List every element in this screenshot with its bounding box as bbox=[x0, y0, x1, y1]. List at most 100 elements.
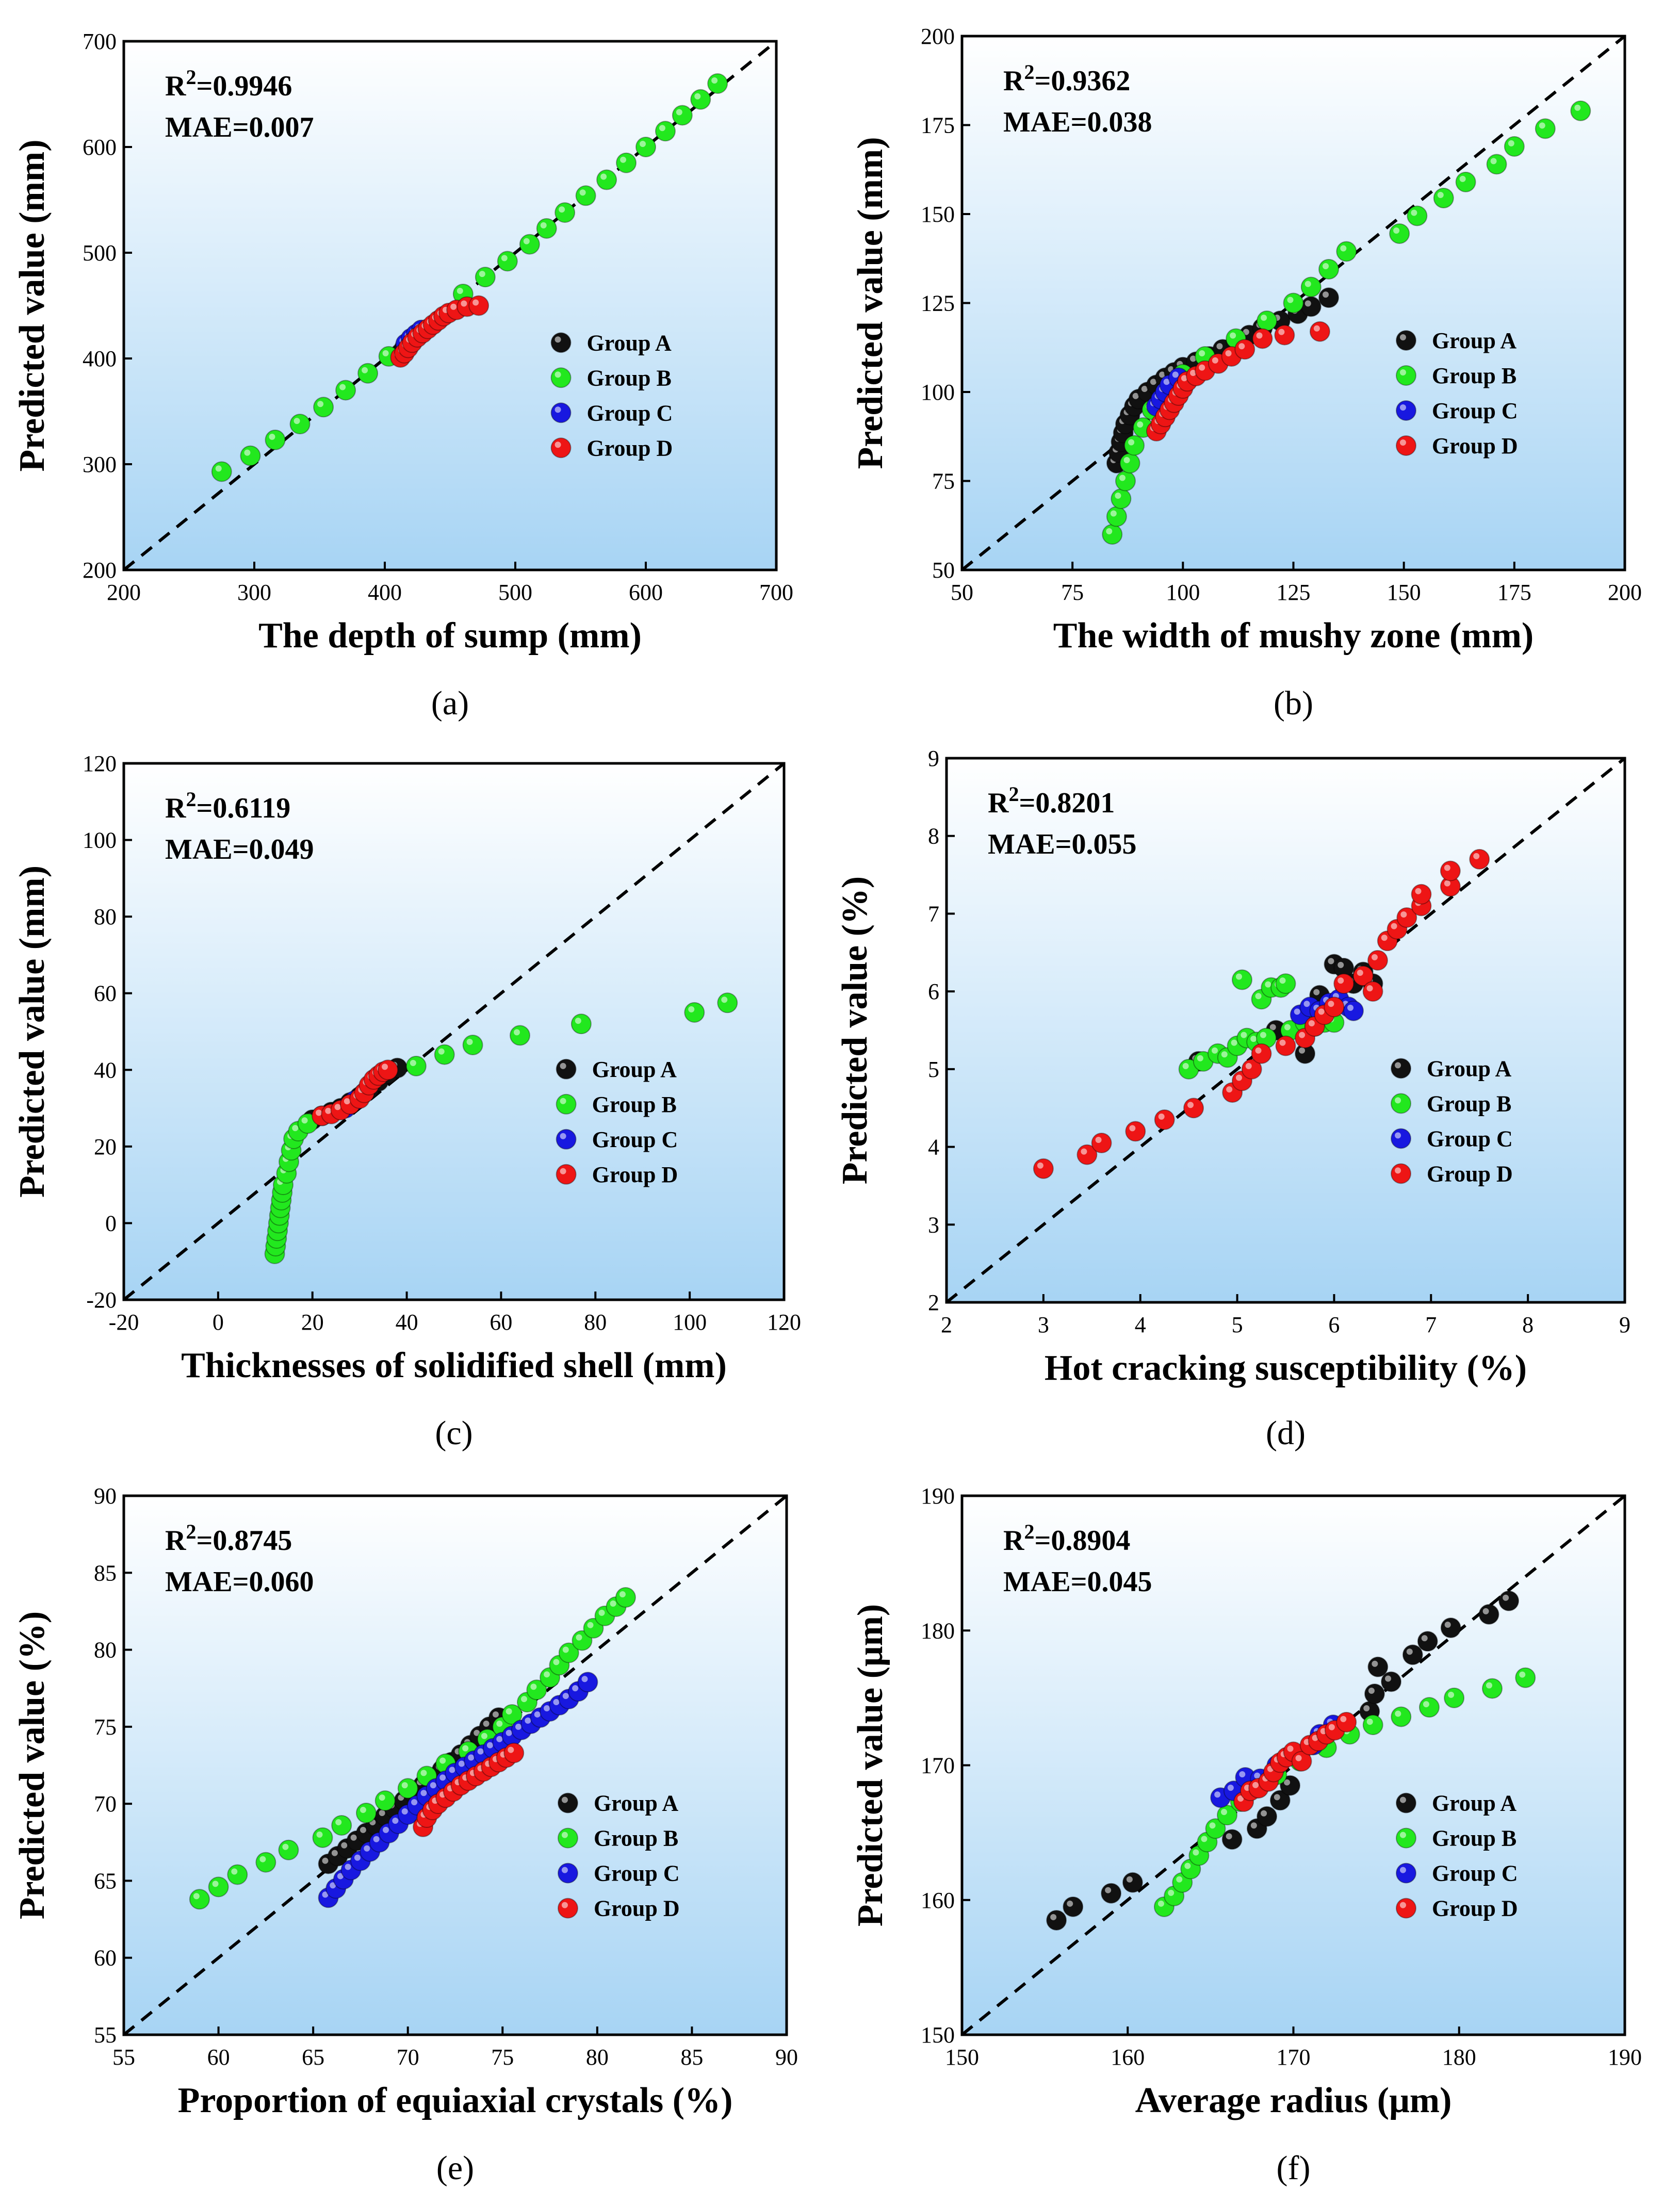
panel-e-legend-marker-group-d bbox=[557, 1898, 578, 1919]
panel-e-x-tick-label: 70 bbox=[397, 2045, 419, 2070]
panel-a-group-b-point bbox=[690, 89, 711, 110]
panel-d-group-c-point-highlight bbox=[1347, 1004, 1353, 1011]
panel-a-group-b-point-highlight bbox=[694, 93, 701, 100]
panel-d-group-d-point-highlight bbox=[1366, 985, 1373, 992]
panel-f-series-group-b bbox=[1153, 1667, 1536, 1917]
panel-b-legend-marker-highlight bbox=[1399, 334, 1406, 340]
panel-d-group-d-point bbox=[1033, 1158, 1054, 1179]
panel-b-group-a-point bbox=[1318, 287, 1340, 308]
panel-d-r2-text: R2=0.8201 bbox=[988, 782, 1115, 819]
panel-a-r2-prefix: R bbox=[165, 70, 186, 102]
panel-f-group-a-point bbox=[1402, 1644, 1423, 1665]
panel-e-group-c-point-highlight bbox=[544, 1705, 550, 1711]
panel-f-group-d-point-highlight bbox=[1328, 1724, 1335, 1730]
panel-f-group-a-point-highlight bbox=[1067, 1900, 1073, 1907]
panel-f-group-b-point-highlight bbox=[1209, 1822, 1216, 1829]
panel-e-group-b-point bbox=[208, 1876, 229, 1898]
panel-d-group-d-point-highlight bbox=[1400, 911, 1407, 918]
panel-d-x-tick-label: 2 bbox=[941, 1312, 952, 1337]
panel-a-y-tick-label: 300 bbox=[83, 452, 117, 477]
panel-e-x-tick-label: 65 bbox=[302, 2045, 324, 2070]
panel-d-group-d-point bbox=[1091, 1133, 1112, 1154]
panel-c-y-tick-label: 100 bbox=[83, 828, 117, 853]
panel-c-group-b-point bbox=[570, 1014, 592, 1035]
panel-c-y-tick-label: 20 bbox=[94, 1134, 117, 1159]
panel-c-y-tick-label: 40 bbox=[94, 1057, 117, 1083]
panel-a-group-b-point-highlight bbox=[711, 77, 718, 84]
panel-d-group-d-point-highlight bbox=[1129, 1125, 1136, 1132]
panel-a-group-b-point-highlight bbox=[317, 401, 324, 407]
panel-c-group-b-point-highlight bbox=[292, 1125, 299, 1132]
panel-b-group-d-point bbox=[1274, 324, 1295, 346]
panel-f-legend-marker-group-a bbox=[1395, 1792, 1416, 1813]
panel-b-r2-text: R2=0.9362 bbox=[1003, 60, 1130, 97]
panel-b-x-tick-label: 50 bbox=[951, 580, 973, 605]
panel-d-group-d-point bbox=[1324, 996, 1345, 1018]
panel-e-group-c-point-highlight bbox=[486, 1742, 493, 1749]
panel-d-y-axis-title: Predicted value (%) bbox=[835, 876, 875, 1184]
panel-c-legend-label-group-a: Group A bbox=[592, 1057, 677, 1082]
panel-e-group-c-point-highlight bbox=[553, 1699, 560, 1706]
panel-e-group-a-point-highlight bbox=[331, 1850, 338, 1856]
panel-e-legend-marker-group-c bbox=[557, 1862, 578, 1884]
panel-a-group-b-point-highlight bbox=[540, 222, 547, 228]
panel-d-group-a-point-highlight bbox=[1269, 1024, 1276, 1031]
panel-c-legend-label-group-c: Group C bbox=[592, 1127, 678, 1152]
panel-b-group-b-point bbox=[1283, 292, 1304, 314]
panel-b-group-b-point bbox=[1124, 435, 1145, 456]
panel-a-group-b-point bbox=[655, 121, 676, 142]
panel-c-x-tick-label: 20 bbox=[301, 1310, 324, 1335]
panel-b-group-b-point-highlight bbox=[1128, 439, 1135, 446]
panel-b-x-tick-label: 150 bbox=[1387, 580, 1421, 605]
panel-b-group-a-point-highlight bbox=[1159, 371, 1166, 378]
panel-d-group-b-point-highlight bbox=[1231, 1039, 1237, 1046]
panel-a-r2-value: =0.9946 bbox=[196, 70, 292, 102]
panel-f-y-tick-label: 180 bbox=[921, 1618, 955, 1643]
panel-e-group-c-point-highlight bbox=[581, 1676, 588, 1682]
panel-a-legend-marker-group-a bbox=[550, 332, 572, 353]
panel-e-legend-marker-group-b bbox=[557, 1827, 578, 1849]
panel-e-group-d-point-highlight bbox=[508, 1746, 514, 1753]
panel-d-group-c-point bbox=[1343, 1000, 1364, 1021]
panel-e-group-a-point-highlight bbox=[492, 1711, 499, 1718]
panel-f-group-c-point-highlight bbox=[1239, 1771, 1246, 1778]
panel-e-legend-marker-group-a bbox=[557, 1792, 578, 1813]
panel-e-group-c-point-highlight bbox=[477, 1748, 484, 1755]
panel-e-group-c-point-highlight bbox=[420, 1790, 427, 1796]
panel-e-group-b-point bbox=[255, 1852, 276, 1873]
panel-e-group-b-point bbox=[397, 1778, 418, 1799]
panel-f-group-b-point-highlight bbox=[1201, 1836, 1208, 1842]
panel-f-group-b-point bbox=[1391, 1706, 1412, 1727]
panel-d-group-d-point bbox=[1362, 981, 1383, 1002]
panel-a-group-b-point bbox=[635, 137, 656, 157]
panel-c-group-b-point bbox=[434, 1044, 455, 1065]
panel-b-group-d-point-highlight bbox=[1313, 325, 1320, 332]
panel-a-group-b-point-highlight bbox=[579, 189, 586, 196]
panel-d-group-d-point-highlight bbox=[1255, 1047, 1262, 1054]
panel-b-legend-label-group-a: Group A bbox=[1432, 328, 1516, 353]
panel-b-legend-marker-highlight bbox=[1399, 369, 1406, 375]
panel-f-legend-label-group-d: Group D bbox=[1432, 1896, 1518, 1921]
panel-d-group-d-point bbox=[1275, 1035, 1296, 1056]
panel-d-group-d-point-highlight bbox=[1444, 864, 1450, 871]
panel-b-group-d-point-highlight bbox=[1212, 357, 1218, 364]
panel-e-y-tick-label: 75 bbox=[94, 1714, 117, 1740]
panel-f-x-tick-label: 160 bbox=[1111, 2045, 1145, 2070]
panel-c-group-d-point-highlight bbox=[316, 1109, 322, 1116]
panel-f-group-b-point-highlight bbox=[1366, 1719, 1373, 1725]
panel-b-group-b-point-highlight bbox=[1459, 175, 1466, 182]
panel-d-y-tick-label: 5 bbox=[928, 1057, 939, 1082]
panel-e-y-tick-label: 70 bbox=[94, 1791, 117, 1817]
panel-d-x-tick-label: 3 bbox=[1038, 1312, 1049, 1337]
panel-f-group-d-point-highlight bbox=[1287, 1745, 1294, 1752]
panel-d-group-d-point-highlight bbox=[1279, 1039, 1286, 1046]
panel-d-group-b-point-highlight bbox=[1260, 1032, 1266, 1038]
panel-f-group-a-point-highlight bbox=[1421, 1635, 1428, 1642]
panel-b-group-d-point bbox=[1309, 321, 1330, 342]
panel-e-group-b-point-highlight bbox=[553, 1659, 560, 1665]
panel-a-group-d-point-highlight bbox=[461, 300, 467, 307]
panel-b-y-tick-label: 150 bbox=[921, 202, 955, 227]
panel-b-group-d-point-highlight bbox=[1190, 369, 1197, 376]
panel-b-group-b-point-highlight bbox=[1123, 457, 1130, 463]
panel-f-mae-text: MAE=0.045 bbox=[1003, 1566, 1152, 1598]
